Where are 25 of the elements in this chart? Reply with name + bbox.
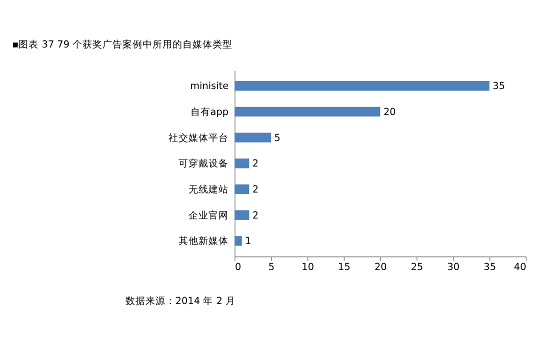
data-label: 35 [492,81,505,92]
source-note: 数据来源：2014 年 2 月 [125,295,236,308]
y-tick-label: 无线建站 [188,183,229,196]
y-tick-label: minisite [190,81,229,92]
text: ▪图表 37 79 个获奖广告案例中所用的自媒体类型 [12,38,233,51]
data-label: 2 [252,210,259,222]
data-label: 1 [245,236,252,248]
x-tick-label: 20 [374,262,387,273]
y-tick-label: 社交媒体平台 [168,132,229,144]
x-tick-label: 30 [447,262,460,273]
y-tick-label: 自有app [190,106,229,118]
y-tick-label: 其他新媒体 [178,235,229,248]
x-tick-label: 15 [338,262,350,273]
x-tick-label: 10 [302,262,314,273]
data-label: 2 [252,184,259,196]
x-tick-label: 0 [235,262,242,273]
data-label: 2 [252,158,259,170]
x-tick-label: 35 [484,262,496,273]
x-tick-label: 25 [410,262,424,273]
x-tick-label: 40 [514,262,526,273]
y-tick-label: 企业官网 [188,209,229,222]
data-label: 5 [274,132,280,144]
x-tick-label: 5 [268,262,274,273]
data-label: 20 [383,106,396,118]
y-tick-label: 可穿戴设备 [178,158,229,170]
